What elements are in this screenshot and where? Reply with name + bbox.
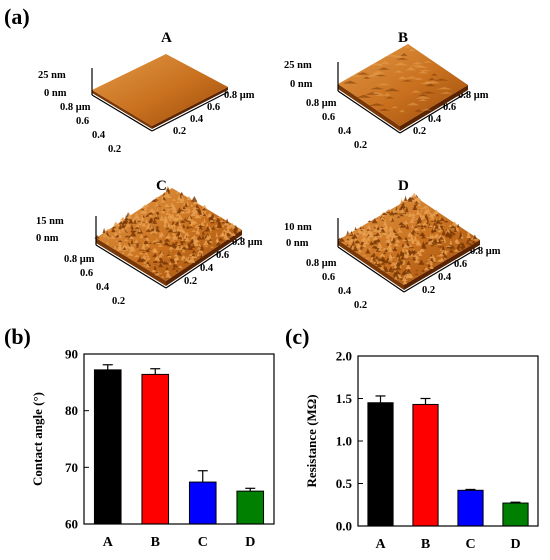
afm-panel-b: B 25 nm 0 nm 0.8 μm 0.6 0.4 0.2 0.2 0.4 …	[284, 30, 489, 151]
afm-left-tick: 0.2	[354, 140, 367, 151]
afm-title: D	[398, 178, 409, 194]
y-tick-label: 90	[65, 347, 78, 362]
y-tick-label: 2.0	[336, 349, 352, 364]
afm-right-tick: 0.8 μm	[458, 90, 489, 101]
y-tick-label: 80	[65, 403, 78, 418]
afm-right-tick: 0.6	[207, 102, 220, 113]
panel-label-a: (a)	[4, 4, 30, 29]
afm-panel-a: A 25 nm 0 nm 0.8 μm 0.6 0.4 0.2 0.2 0.4 …	[38, 30, 255, 155]
afm-left-tick: 0.6	[76, 116, 89, 127]
afm-right-tick: 0.6	[443, 102, 456, 113]
afm-left-tick: 0.2	[112, 296, 125, 307]
afm-left-tick: 0.4	[92, 130, 106, 141]
afm-right-tick: 0.4	[438, 272, 452, 283]
afm-right-tick: 0.2	[422, 285, 435, 296]
afm-surface	[337, 44, 469, 134]
afm-left-tick: 0.2	[354, 300, 367, 311]
resistance-chart: 0.0 0.5 1.0 1.5 2.0 A B C D Resistance (MΩ)	[304, 349, 539, 552]
bar-D	[502, 502, 529, 527]
afm-right-tick: 0.8 μm	[232, 237, 263, 248]
bar-C	[188, 481, 217, 525]
bar-B	[412, 403, 439, 527]
category-label: D	[245, 535, 255, 550]
afm-right-tick: 0.8 μm	[470, 246, 501, 257]
afm-left-tick: 0.8 μm	[60, 102, 91, 113]
afm-title: A	[161, 30, 172, 46]
afm-z-top-label: 15 nm	[36, 216, 64, 227]
afm-left-tick: 0.4	[338, 286, 352, 297]
y-tick-label: 0.5	[336, 476, 353, 491]
bar-C	[457, 489, 484, 527]
afm-left-tick: 0.8 μm	[306, 258, 337, 269]
category-label: B	[421, 537, 430, 552]
afm-right-tick: 0.6	[454, 259, 467, 270]
afm-surface	[337, 192, 481, 293]
afm-right-tick: 0.6	[216, 250, 229, 261]
afm-z-bottom-label: 0 nm	[290, 79, 313, 90]
afm-left-tick: 0.6	[322, 112, 335, 123]
y-tick-label: 0.0	[336, 519, 352, 534]
afm-right-tick: 0.2	[173, 126, 186, 137]
y-axis-label: Contact angle (°)	[30, 392, 45, 486]
afm-z-top-label: 25 nm	[38, 70, 66, 81]
afm-z-bottom-label: 0 nm	[44, 88, 67, 99]
y-tick-label: 60	[65, 517, 78, 532]
afm-left-tick: 0.8 μm	[306, 98, 337, 109]
afm-left-tick: 0.4	[96, 282, 110, 293]
category-label: C	[198, 535, 208, 550]
afm-right-tick: 0.2	[184, 276, 197, 287]
afm-left-tick: 0.8 μm	[64, 254, 95, 265]
bar-D	[236, 490, 265, 525]
afm-left-tick: 0.6	[80, 268, 93, 279]
afm-title: C	[156, 178, 167, 194]
afm-z-top-label: 10 nm	[284, 222, 312, 233]
y-tick-label: 1.0	[336, 434, 352, 449]
plot-frame	[83, 353, 275, 525]
category-label: A	[103, 535, 114, 550]
afm-right-tick: 0.4	[190, 114, 204, 125]
plot-frame	[357, 355, 539, 527]
category-label: B	[151, 535, 160, 550]
afm-left-tick: 0.6	[322, 272, 335, 283]
bar-A	[367, 402, 394, 527]
afm-title: B	[398, 30, 408, 46]
afm-right-tick: 0.8 μm	[224, 90, 255, 101]
y-tick-label: 70	[65, 460, 78, 475]
afm-panel-d: D 10 nm 0 nm 0.8 μm 0.6 0.4 0.2 0.2 0.4 …	[284, 178, 501, 311]
afm-z-bottom-label: 0 nm	[36, 233, 59, 244]
y-tick-label: 1.5	[336, 391, 353, 406]
afm-right-tick: 0.2	[413, 126, 426, 137]
afm-left-tick: 0.4	[338, 126, 352, 137]
category-label: D	[510, 537, 520, 552]
contact-angle-chart: 60 70 80 90 A B C D Contact angle (°)	[30, 347, 275, 550]
afm-panel-c: C 15 nm 0 nm 0.8 μm 0.6 0.4 0.2 0.2 0.4 …	[36, 178, 263, 307]
afm-left-tick: 0.2	[108, 144, 121, 155]
panel-label-c: (c)	[285, 324, 309, 349]
afm-surface	[94, 185, 243, 289]
y-axis-label: Resistance (MΩ)	[304, 394, 319, 487]
bar-A	[93, 369, 122, 525]
afm-z-bottom-label: 0 nm	[286, 238, 309, 249]
afm-right-tick: 0.4	[428, 114, 442, 125]
afm-z-top-label: 25 nm	[284, 60, 312, 71]
panel-label-b: (b)	[4, 324, 31, 349]
afm-surface	[91, 54, 229, 132]
bar-B	[141, 373, 170, 525]
category-label: C	[465, 537, 475, 552]
category-label: A	[375, 537, 386, 552]
afm-right-tick: 0.4	[200, 263, 214, 274]
